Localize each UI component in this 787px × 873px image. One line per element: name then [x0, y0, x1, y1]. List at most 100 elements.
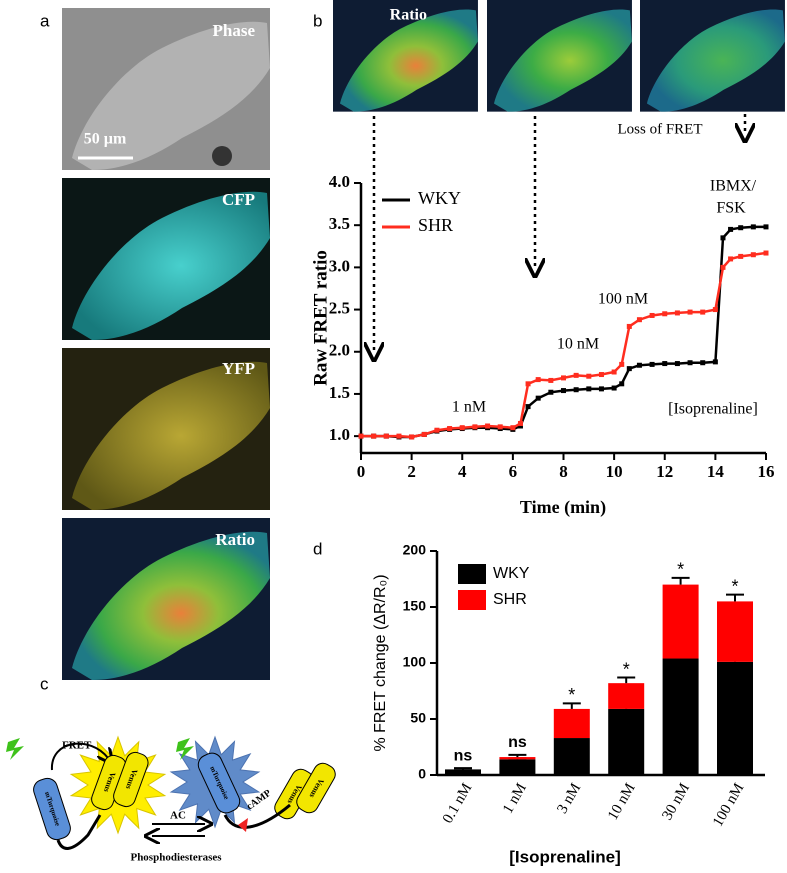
point: [619, 361, 625, 367]
x-tick-label: 14: [707, 462, 725, 481]
fret-diagram: [6, 735, 336, 850]
ratio-image: [640, 0, 785, 112]
point: [525, 381, 531, 387]
point: [738, 225, 744, 231]
point: [728, 226, 734, 232]
point: [636, 362, 642, 368]
panel-label: a: [40, 11, 50, 30]
point: [662, 361, 668, 367]
annotation: Loss of FRET: [617, 121, 702, 137]
legend-swatch: [458, 564, 486, 584]
point: [687, 309, 693, 315]
bar: [445, 769, 481, 775]
x-tick-label: 16: [758, 462, 775, 481]
yfp-image: [62, 348, 270, 510]
y-tick-label: 4.0: [329, 172, 350, 191]
point: [674, 310, 680, 316]
significance-label: *: [623, 659, 630, 679]
bar: [608, 708, 645, 775]
x-tick-label: 30 nM: [659, 781, 693, 823]
y-axis-title: Raw FRET ratio: [310, 250, 331, 386]
point: [763, 250, 769, 256]
bar: [499, 759, 536, 775]
point: [763, 224, 769, 230]
x-tick-label: 100 nM: [710, 781, 747, 830]
y-tick-label: 1.0: [329, 425, 350, 444]
x-tick-label: 0: [357, 462, 366, 481]
x-axis-title: Time (min): [520, 497, 606, 518]
bar: [553, 708, 590, 739]
significance-label: *: [731, 576, 738, 596]
point: [548, 389, 554, 395]
point: [358, 433, 364, 439]
point: [712, 359, 718, 365]
x-tick-label: 10 nM: [605, 781, 639, 823]
point: [371, 433, 377, 439]
image-label: Ratio: [215, 530, 255, 549]
y-tick-label: 2.5: [329, 298, 350, 317]
point: [485, 423, 491, 429]
annotation: [Isoprenaline]: [668, 401, 758, 418]
bar: [662, 584, 699, 659]
point: [712, 307, 718, 313]
point: [472, 424, 478, 430]
point: [535, 377, 541, 383]
image-label: YFP: [222, 359, 255, 378]
x-tick-label: 1 nM: [500, 781, 530, 817]
point: [573, 387, 579, 393]
cfp-image: [62, 178, 270, 340]
point: [447, 426, 453, 432]
ratio-image: [62, 518, 270, 680]
significance-label: ns: [454, 747, 473, 764]
point: [396, 433, 402, 439]
diagram-label: AC: [170, 810, 186, 822]
point: [573, 372, 579, 378]
y-tick-label: 100: [403, 654, 427, 670]
x-tick-label: 6: [509, 462, 518, 481]
point: [662, 311, 668, 317]
panel-label: d: [313, 539, 322, 558]
annotation: FSK: [716, 200, 746, 217]
x-axis-title: [Isoprenaline]: [509, 847, 620, 866]
bar: [717, 661, 753, 775]
point: [728, 256, 734, 262]
bar: [662, 658, 699, 775]
image-label: Ratio: [390, 7, 427, 24]
point: [598, 386, 604, 392]
point: [586, 386, 592, 392]
y-tick-label: 0: [418, 766, 426, 782]
point: [434, 427, 440, 433]
diagram-label: Phosphodiesterases: [130, 852, 222, 864]
point: [611, 385, 617, 391]
annotation: 10 nM: [557, 336, 599, 353]
point: [598, 372, 604, 378]
point: [649, 312, 655, 318]
bar: [717, 601, 753, 662]
y-tick-label: 1.5: [329, 383, 350, 402]
phase-image: [62, 8, 270, 170]
x-tick-label: 8: [559, 462, 568, 481]
panel-label: c: [40, 674, 49, 693]
significance-label: ns: [508, 734, 527, 751]
annotation: 1 nM: [452, 399, 486, 416]
point: [674, 361, 680, 367]
scale-bar-label: 50 µm: [84, 131, 127, 148]
legend-label: SHR: [418, 215, 453, 235]
x-tick-label: 10: [606, 462, 623, 481]
image-label: CFP: [222, 190, 255, 209]
diagram-label: FRET: [62, 740, 92, 752]
significance-label: *: [677, 560, 684, 580]
point: [525, 404, 531, 410]
bar: [499, 757, 536, 760]
legend-label: SHR: [493, 591, 527, 608]
bar: [608, 683, 645, 709]
point: [561, 388, 566, 394]
x-tick-label: 12: [656, 462, 673, 481]
point: [626, 366, 632, 372]
ratio-image: [487, 0, 632, 112]
legend-label: WKY: [418, 188, 461, 208]
point: [626, 323, 632, 329]
ratio-image: [333, 0, 478, 112]
x-tick-label: 0.1 nM: [440, 781, 476, 827]
